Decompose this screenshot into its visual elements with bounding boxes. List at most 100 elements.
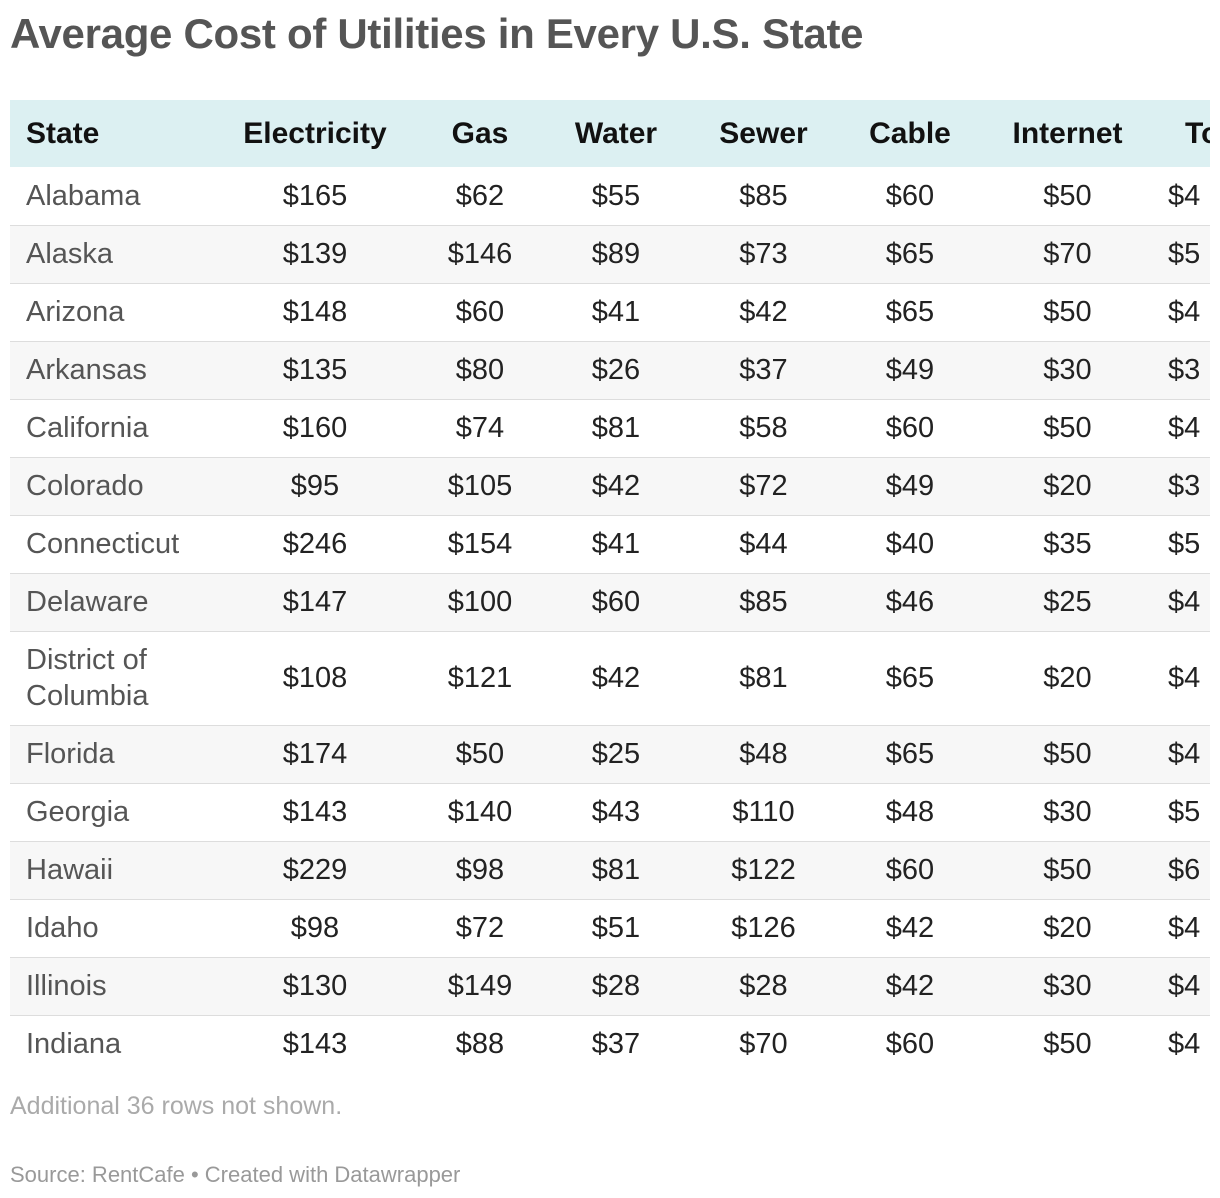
- cell-state: Florida: [26, 738, 115, 770]
- table-row: Colorado $95 $105 $42 $72 $49 $20 $3: [10, 457, 1210, 515]
- cell-sewer: $42: [739, 296, 788, 328]
- cell-water: $25: [591, 738, 641, 770]
- cell-water: $55: [591, 179, 641, 212]
- cell-electricity: $98: [290, 912, 340, 944]
- cell-gas: $60: [455, 296, 505, 328]
- table-row: Alaska $139 $146 $89 $73 $65 $70 $5: [10, 225, 1210, 283]
- header-electricity[interactable]: Electricity: [243, 116, 387, 150]
- cell-total: $3: [1168, 354, 1201, 386]
- chart-title: Average Cost of Utilities in Every U.S. …: [10, 10, 864, 57]
- cell-state: Arizona: [26, 296, 125, 328]
- cell-internet: $25: [1043, 586, 1092, 618]
- cell-sewer: $85: [739, 179, 788, 212]
- cell-cable: $49: [885, 470, 935, 502]
- cell-water: $28: [591, 970, 641, 1002]
- cell-state: Alabama: [26, 179, 141, 212]
- cell-water: $26: [591, 354, 641, 386]
- cell-internet: $50: [1043, 1028, 1092, 1061]
- cell-cable: $46: [885, 586, 935, 618]
- table-row: Delaware $147 $100 $60 $85 $46 $25 $4: [10, 573, 1210, 631]
- table-row: Alabama $165 $62 $55 $85 $60 $50 $4: [10, 167, 1210, 225]
- cell-internet: $50: [1043, 296, 1092, 328]
- cell-state: Alaska: [26, 238, 114, 270]
- source-credit: Source: RentCafe • Created with Datawrap…: [10, 1162, 461, 1187]
- cell-electricity: $229: [282, 854, 348, 886]
- cell-water: $60: [591, 586, 641, 618]
- cell-gas: $146: [447, 238, 513, 270]
- cell-cable: $65: [885, 296, 935, 328]
- cell-sewer: $37: [739, 354, 788, 386]
- cell-cable: $40: [885, 528, 935, 560]
- header-state[interactable]: State: [26, 116, 100, 150]
- header-gas[interactable]: Gas: [451, 116, 509, 150]
- cell-total: $4: [1168, 1028, 1201, 1061]
- cell-electricity: $143: [282, 1028, 348, 1061]
- cell-cable: $49: [885, 354, 935, 386]
- cell-electricity: $95: [290, 470, 340, 502]
- cell-total: $5: [1168, 238, 1201, 270]
- cell-total: $4: [1168, 912, 1201, 944]
- table-body: Alabama $165 $62 $55 $85 $60 $50 $4 Alaska $139 $1…: [10, 167, 1210, 1072]
- cell-gas: $72: [455, 912, 505, 944]
- cell-sewer: $85: [739, 586, 788, 618]
- cell-electricity: $165: [282, 179, 348, 212]
- cell-internet: $30: [1043, 796, 1092, 828]
- cell-water: $41: [591, 296, 641, 328]
- utilities-table: State Electricity Gas Water Sewer Cable Intern…: [10, 100, 1210, 1072]
- cell-electricity: $130: [282, 970, 348, 1002]
- cell-gas: $100: [447, 586, 513, 618]
- cell-electricity: $246: [282, 528, 348, 560]
- cell-gas: $88: [455, 1028, 505, 1061]
- cell-cable: $48: [885, 796, 935, 828]
- cell-sewer: $81: [739, 662, 788, 694]
- rows-not-shown-note: Additional 36 rows not shown.: [10, 1092, 343, 1120]
- cell-cable: $60: [885, 1028, 935, 1061]
- cell-state: Idaho: [26, 912, 99, 944]
- cell-internet: $30: [1043, 970, 1092, 1002]
- cell-total: $4: [1168, 412, 1201, 444]
- header-total[interactable]: To: [1185, 116, 1210, 150]
- cell-cable: $60: [885, 854, 935, 886]
- header-internet[interactable]: Internet: [1012, 116, 1123, 150]
- cell-sewer: $110: [732, 796, 795, 828]
- cell-water: $37: [591, 1028, 641, 1061]
- header-sewer[interactable]: Sewer: [719, 116, 808, 150]
- cell-state: Illinois: [26, 970, 107, 1002]
- cell-sewer: $72: [739, 470, 788, 502]
- cell-sewer: $73: [739, 238, 788, 270]
- cell-cable: $65: [885, 238, 935, 270]
- cell-water: $89: [591, 238, 641, 270]
- table-header: State Electricity Gas Water Sewer Cable Intern…: [10, 100, 1210, 167]
- cell-electricity: $174: [282, 738, 348, 770]
- cell-cable: $42: [885, 970, 935, 1002]
- utilities-table-container: State Electricity Gas Water Sewer Cable Intern…: [10, 100, 1210, 1072]
- table-row: Hawaii $229 $98 $81 $122 $60 $50 $6: [10, 841, 1210, 899]
- cell-water: $51: [591, 912, 641, 944]
- cell-total: $4: [1168, 179, 1201, 212]
- table-row: Indiana $143 $88 $37 $70 $60 $50 $4: [10, 1015, 1210, 1072]
- cell-gas: $154: [447, 528, 513, 560]
- cell-total: $3: [1168, 470, 1201, 502]
- cell-electricity: $143: [282, 796, 348, 828]
- table-row: Arkansas $135 $80 $26 $37 $49 $30 $3: [10, 341, 1210, 399]
- cell-sewer: $126: [731, 912, 796, 944]
- cell-total: $5: [1168, 796, 1201, 828]
- cell-sewer: $70: [739, 1028, 788, 1061]
- header-cable[interactable]: Cable: [869, 116, 951, 150]
- cell-water: $42: [591, 662, 641, 694]
- cell-total: $6: [1168, 854, 1201, 886]
- cell-internet: $70: [1043, 238, 1092, 270]
- cell-water: $81: [591, 854, 641, 886]
- cell-water: $41: [591, 528, 641, 560]
- cell-gas: $50: [455, 738, 505, 770]
- cell-internet: $50: [1043, 738, 1092, 770]
- cell-cable: $42: [885, 912, 935, 944]
- cell-sewer: $48: [739, 738, 788, 770]
- cell-sewer: $122: [731, 854, 796, 886]
- cell-state: Georgia: [26, 796, 130, 828]
- cell-water: $81: [591, 412, 641, 444]
- cell-state: Indiana: [26, 1028, 122, 1061]
- cell-state: Connecticut: [26, 528, 180, 560]
- header-water[interactable]: Water: [574, 116, 658, 150]
- cell-internet: $30: [1043, 354, 1092, 386]
